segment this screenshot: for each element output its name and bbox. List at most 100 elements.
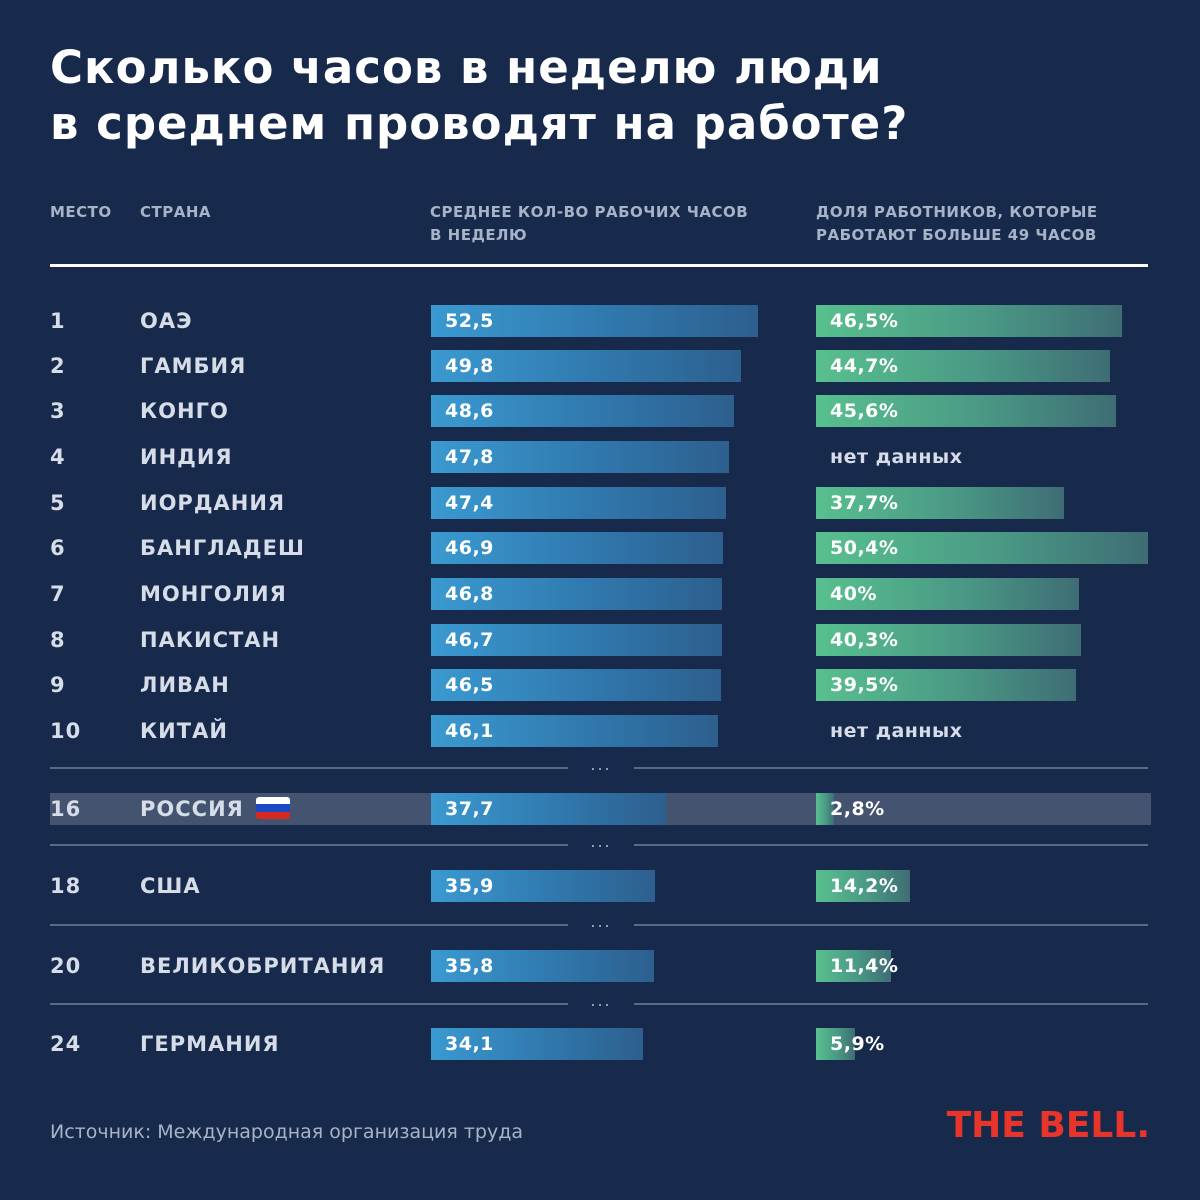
hours-value-label: 47,8 — [445, 446, 494, 468]
rank-label: 1 — [50, 309, 66, 333]
title-line-1: Сколько часов в неделю люди — [50, 41, 883, 94]
header-hours: СРЕДНЕЕ КОЛ-ВО РАБОЧИХ ЧАСОВ В НЕДЕЛЮ — [430, 203, 749, 244]
chart-title: Сколько часов в неделю люди в среднем пр… — [50, 40, 1150, 152]
hours-value-label: 37,7 — [445, 798, 494, 820]
separator-ellipsis: ... — [590, 912, 612, 931]
rank-label: 6 — [50, 536, 66, 560]
table-row: 5 ИОРДАНИЯ 47,4 37,7% — [0, 487, 1200, 519]
share-bar — [816, 624, 1081, 656]
hours-bar — [431, 715, 718, 747]
share-value-label: 40% — [830, 583, 877, 605]
share-bar — [816, 669, 1076, 701]
share-bar — [816, 870, 910, 902]
hours-bar — [431, 624, 722, 656]
table-row: 7 МОНГОЛИЯ 46,8 40% — [0, 578, 1200, 610]
table-row: 4 ИНДИЯ 47,8 нет данных — [0, 441, 1200, 473]
table-row: 9 ЛИВАН 46,5 39,5% — [0, 669, 1200, 701]
rank-label: 2 — [50, 354, 66, 378]
rank-gap-separator: ... — [50, 832, 1148, 852]
hours-value-label: 49,8 — [445, 355, 494, 377]
no-data-label: нет данных — [830, 720, 963, 742]
country-name: МОНГОЛИЯ — [140, 582, 287, 606]
country-name: КОНГО — [140, 399, 229, 423]
hours-bar — [431, 950, 654, 982]
separator-line — [50, 924, 568, 926]
country-label: ПАКИСТАН — [140, 624, 280, 656]
separator-line — [50, 844, 568, 846]
rank-label: 18 — [50, 874, 82, 898]
share-bar — [816, 1028, 855, 1060]
header-share: ДОЛЯ РАБОТНИКОВ, КОТОРЫЕ РАБОТАЮТ БОЛЬШЕ… — [816, 203, 1098, 244]
separator-ellipsis: ... — [590, 755, 612, 774]
hours-value-label: 46,7 — [445, 629, 494, 651]
share-bar — [816, 305, 1122, 337]
country-label: КОНГО — [140, 395, 229, 427]
hours-value-label: 46,5 — [445, 674, 494, 696]
header-country: СТРАНА — [140, 203, 212, 221]
rank-gap-separator: ... — [50, 991, 1148, 1011]
country-label: ГЕРМАНИЯ — [140, 1028, 280, 1060]
country-name: ГАМБИЯ — [140, 354, 247, 378]
rank-label: 20 — [50, 954, 82, 978]
table-row: 24 ГЕРМАНИЯ 34,1 5,9% — [0, 1028, 1200, 1060]
russia-flag-icon — [255, 797, 290, 819]
rank-label: 10 — [50, 719, 82, 743]
share-value-label: 40,3% — [830, 629, 899, 651]
hours-bar — [431, 793, 666, 825]
share-value-label: 2,8% — [830, 798, 885, 820]
rank-label: 8 — [50, 628, 66, 652]
country-name: БАНГЛАДЕШ — [140, 536, 305, 560]
table-row: 2 ГАМБИЯ 49,8 44,7% — [0, 350, 1200, 382]
share-value-label: 46,5% — [830, 310, 899, 332]
rank-label: 3 — [50, 399, 66, 423]
share-value-label: 50,4% — [830, 537, 899, 559]
share-bar — [816, 950, 891, 982]
country-label: США — [140, 870, 201, 902]
country-name: ИОРДАНИЯ — [140, 491, 286, 515]
separator-ellipsis: ... — [590, 832, 612, 851]
hours-bar — [431, 441, 729, 473]
share-value-label: 45,6% — [830, 400, 899, 422]
country-label: КИТАЙ — [140, 715, 228, 747]
separator-line — [634, 1003, 1148, 1005]
table-row: 18 США 35,9 14,2% — [0, 870, 1200, 902]
country-label: ИНДИЯ — [140, 441, 233, 473]
rank-label: 24 — [50, 1032, 82, 1056]
hours-value-label: 52,5 — [445, 310, 494, 332]
the-bell-logo: THE BELL. — [946, 1105, 1150, 1146]
country-name: ЛИВАН — [140, 673, 230, 697]
share-value-label: 11,4% — [830, 955, 899, 977]
hours-bar — [431, 870, 655, 902]
separator-line — [634, 924, 1148, 926]
share-value-label: 37,7% — [830, 492, 899, 514]
country-label: БАНГЛАДЕШ — [140, 532, 305, 564]
table-row: 1 ОАЭ 52,5 46,5% — [0, 305, 1200, 337]
share-value-label: 39,5% — [830, 674, 899, 696]
share-value-label: 44,7% — [830, 355, 899, 377]
rank-gap-separator: ... — [50, 912, 1148, 932]
separator-line — [634, 844, 1148, 846]
country-name: ОАЭ — [140, 309, 193, 333]
table-row: 8 ПАКИСТАН 46,7 40,3% — [0, 624, 1200, 656]
hours-bar — [431, 487, 726, 519]
hours-value-label: 34,1 — [445, 1033, 494, 1055]
country-name: США — [140, 874, 201, 898]
hours-value-label: 46,1 — [445, 720, 494, 742]
hours-value-label: 46,9 — [445, 537, 494, 559]
hours-value-label: 47,4 — [445, 492, 494, 514]
table-row: 20 ВЕЛИКОБРИТАНИЯ 35,8 11,4% — [0, 950, 1200, 982]
country-label: ВЕЛИКОБРИТАНИЯ — [140, 950, 385, 982]
country-label: ИОРДАНИЯ — [140, 487, 285, 519]
country-name: РОССИЯ — [140, 797, 244, 821]
separator-line — [50, 767, 568, 769]
header-rule — [50, 264, 1148, 267]
table-row: 6 БАНГЛАДЕШ 46,9 50,4% — [0, 532, 1200, 564]
no-data-label: нет данных — [830, 446, 963, 468]
hours-bar — [431, 350, 741, 382]
share-value-label: 5,9% — [830, 1033, 885, 1055]
hours-value-label: 35,8 — [445, 955, 494, 977]
table-row: 16 РОССИЯ 37,7 2,8% — [0, 793, 1200, 825]
hours-value-label: 46,8 — [445, 583, 494, 605]
separator-line — [634, 767, 1148, 769]
hours-bar — [431, 532, 723, 564]
